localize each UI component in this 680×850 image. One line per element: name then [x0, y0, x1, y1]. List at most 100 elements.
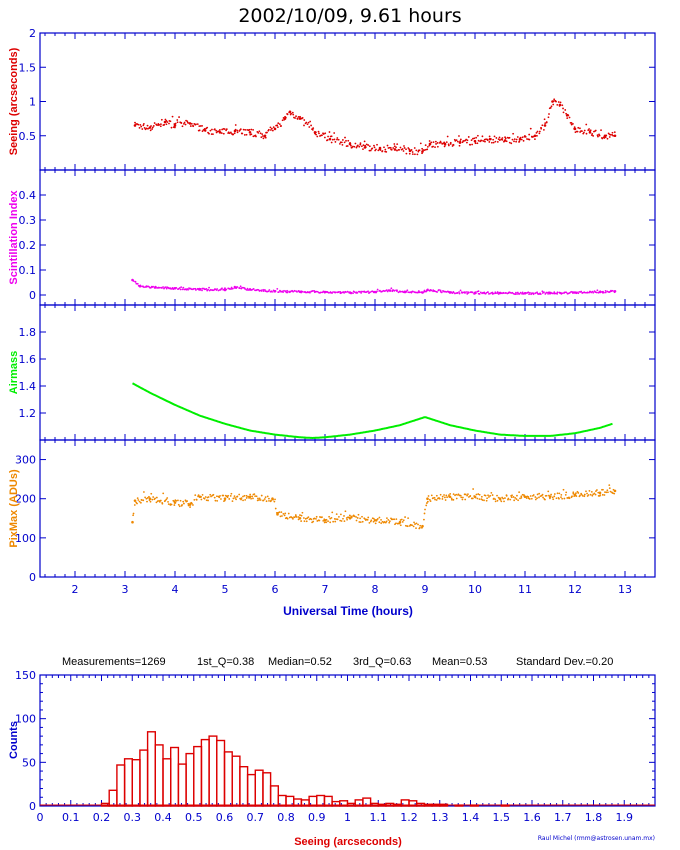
- pixmax-y-tick-label: 100: [15, 532, 36, 545]
- pixmax-data-point: [250, 497, 252, 500]
- scintillation-data-point: [376, 290, 378, 293]
- seeing-data-point: [318, 132, 320, 135]
- histogram-bar: [123, 758, 133, 807]
- seeing-data-point: [371, 147, 374, 150]
- seeing-data-point: [456, 140, 459, 143]
- pixmax-data-point: [305, 520, 308, 523]
- pixmax-data-point: [605, 491, 608, 494]
- pixmax-data-point: [155, 496, 158, 499]
- pixmax-data-point: [181, 504, 183, 506]
- seeing-data-point: [455, 139, 458, 142]
- pixmax-data-point: [491, 494, 494, 496]
- seeing-data-point: [176, 119, 179, 121]
- seeing-panel: 0.5 1 1.5 2 Seeing (arcseconds): [8, 27, 656, 171]
- scintillation-data-point: [436, 291, 439, 293]
- seeing-data-point: [322, 133, 325, 135]
- scintillation-data-point: [580, 290, 583, 293]
- scintillation-data-point: [444, 290, 447, 293]
- seeing-data-point: [424, 144, 427, 147]
- pixmax-panel: 0 100 200 300 PixMax (ADUs) 2 3 4 5 6 7 8 9 10 11 12 13: [8, 439, 656, 596]
- pixmax-data-point: [592, 493, 595, 496]
- seeing-data-point: [195, 123, 197, 126]
- histogram-y-tick-label: 150: [15, 669, 36, 682]
- pixmax-data-point: [330, 516, 333, 519]
- seeing-y-tick-label: 2: [29, 27, 36, 40]
- seeing-data-point: [492, 138, 495, 141]
- pixmax-data-point: [552, 498, 555, 501]
- pixmax-data-point: [137, 499, 140, 501]
- scintillation-data-point: [586, 291, 589, 294]
- scintillation-data-point: [216, 288, 219, 290]
- pixmax-data-point: [336, 518, 339, 521]
- pixmax-data-point: [302, 517, 305, 519]
- pixmax-data-point: [593, 492, 596, 495]
- seeing-data-point: [269, 126, 272, 129]
- histogram-stats: Measurements=1269 1st_Q=0.38 Median=0.52…: [62, 656, 613, 668]
- scintillation-data-point: [519, 291, 522, 294]
- seeing-data-point: [501, 138, 504, 141]
- pixmax-data-point: [612, 488, 615, 491]
- seeing-data-point: [148, 127, 151, 129]
- pixmax-data-point: [131, 520, 134, 524]
- pixmax-data-point: [258, 497, 261, 500]
- scintillation-y-tick-label: 0.3: [19, 214, 37, 227]
- scintillation-data-point: [152, 285, 154, 288]
- pixmax-data-point: [193, 499, 196, 501]
- seeing-data-point: [579, 127, 581, 130]
- seeing-data-point: [250, 128, 253, 131]
- seeing-data-point: [398, 148, 401, 151]
- scintillation-data-point: [465, 291, 468, 293]
- seeing-data-point: [600, 129, 602, 132]
- pixmax-data-point: [258, 499, 260, 501]
- pixmax-data-point: [197, 494, 200, 497]
- seeing-data-point: [565, 114, 568, 117]
- time-x-tick-label: 7: [322, 583, 329, 596]
- pixmax-data-point: [200, 495, 203, 498]
- seeing-data-point: [426, 148, 429, 151]
- pixmax-data-point: [191, 502, 193, 505]
- seeing-data-point: [466, 139, 469, 142]
- scintillation-data-point: [262, 290, 265, 293]
- pixmax-data-point: [222, 494, 225, 497]
- histogram-bar: [331, 800, 341, 807]
- pixmax-data-point: [323, 518, 326, 521]
- pixmax-data-point: [534, 496, 537, 498]
- scintillation-data-point: [516, 291, 519, 294]
- seeing-data-point: [443, 145, 446, 148]
- scintillation-data-point: [327, 291, 330, 294]
- pixmax-data-point: [299, 514, 301, 516]
- seeing-data-point: [589, 129, 592, 132]
- scintillation-data-point: [458, 292, 461, 295]
- pixmax-data-point: [370, 519, 373, 522]
- scintillation-data-point: [521, 291, 524, 294]
- pixmax-data-point: [473, 495, 476, 497]
- seeing-data-point: [553, 98, 556, 101]
- seeing-data-point: [364, 144, 367, 147]
- seeing-data-point: [596, 134, 599, 137]
- pixmax-data-point: [293, 516, 296, 519]
- pixmax-data-point: [318, 519, 321, 522]
- seeing-data-point: [505, 140, 508, 143]
- seeing-data-point: [354, 142, 357, 145]
- pixmax-data-point: [585, 490, 587, 493]
- seeing-data-point: [513, 138, 516, 141]
- pixmax-data-point: [355, 516, 357, 518]
- seeing-data-point: [459, 140, 462, 142]
- seeing-data-point: [141, 128, 144, 130]
- scintillation-data-point: [272, 289, 275, 292]
- scintillation-data-point: [335, 291, 337, 294]
- pixmax-data-point: [563, 497, 566, 500]
- seeing-data-point: [296, 118, 299, 120]
- seeing-data-point: [328, 137, 332, 141]
- seeing-data-point: [142, 124, 145, 127]
- pixmax-data-point: [499, 498, 502, 501]
- scintillation-data-point: [267, 290, 270, 293]
- pixmax-data-point: [148, 495, 150, 498]
- scintillation-data-point: [356, 291, 359, 294]
- pixmax-data-point: [504, 497, 506, 499]
- scintillation-data-point: [553, 291, 556, 294]
- seeing-data-point: [481, 135, 484, 138]
- seeing-data-point: [158, 123, 161, 126]
- pixmax-data-point: [146, 500, 148, 503]
- seeing-data-point: [573, 126, 576, 129]
